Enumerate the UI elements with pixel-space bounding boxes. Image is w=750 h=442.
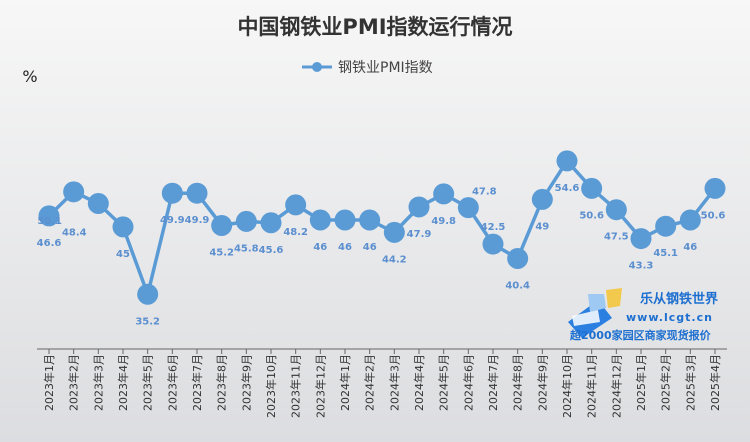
data-point bbox=[186, 182, 208, 204]
watermark-name: 乐从钢铁世界 bbox=[640, 291, 718, 307]
data-label: 44.2 bbox=[382, 254, 407, 265]
data-label: 50.6 bbox=[701, 210, 726, 221]
x-tick-label: 2023年2月 bbox=[67, 354, 81, 411]
x-tick-label: 2024年5月 bbox=[437, 354, 451, 411]
data-label: 45.6 bbox=[259, 245, 284, 256]
data-label: 43.3 bbox=[629, 261, 654, 272]
data-label: 50.1 bbox=[37, 216, 62, 227]
data-point bbox=[531, 188, 553, 210]
x-tick-label: 2023年7月 bbox=[190, 354, 204, 411]
x-tick-label: 2024年4月 bbox=[412, 354, 426, 411]
logo-emblem-icon bbox=[568, 288, 622, 338]
data-point bbox=[359, 209, 381, 231]
x-tick-label: 2025年2月 bbox=[659, 354, 673, 411]
data-point bbox=[211, 215, 233, 236]
data-point bbox=[581, 177, 603, 199]
data-point bbox=[63, 181, 85, 203]
x-tick-label: 2024年1月 bbox=[338, 354, 352, 411]
x-tick-label: 2024年3月 bbox=[387, 354, 401, 411]
x-tick-label: 2023年10月 bbox=[264, 354, 278, 418]
data-label: 50.6 bbox=[579, 210, 604, 221]
data-point bbox=[605, 199, 627, 221]
data-point bbox=[161, 182, 183, 204]
x-tick-label: 2024年8月 bbox=[511, 354, 525, 411]
series-layer: 46.6 50.148.4 45 35.2 49.9 49.9 45.2 45.8 45.6 48… bbox=[37, 150, 726, 327]
data-label: 49 bbox=[535, 221, 549, 232]
data-label: 45.8 bbox=[234, 243, 259, 254]
data-label: 49.9 bbox=[160, 215, 185, 226]
x-tick-label: 2023年5月 bbox=[141, 354, 155, 411]
data-point bbox=[507, 248, 529, 269]
data-point bbox=[457, 197, 479, 219]
x-tick-label: 2025年3月 bbox=[683, 354, 697, 411]
data-label: 47.9 bbox=[407, 229, 432, 240]
data-label: 48.4 bbox=[62, 228, 87, 239]
data-label: 45 bbox=[116, 249, 130, 260]
data-point bbox=[334, 209, 356, 231]
x-tick-label: 2025年1月 bbox=[634, 354, 648, 411]
data-label: 45.1 bbox=[653, 248, 678, 259]
data-label: 40.4 bbox=[505, 281, 530, 292]
data-label: 49.8 bbox=[431, 216, 456, 227]
x-tick-label: 2023年8月 bbox=[215, 354, 229, 411]
data-label: 46 bbox=[683, 242, 697, 253]
data-point bbox=[679, 209, 701, 231]
x-tick-label: 2023年12月 bbox=[313, 354, 327, 418]
data-point bbox=[433, 183, 455, 205]
data-label: 45.2 bbox=[209, 248, 234, 259]
x-tick-label: 2023年6月 bbox=[165, 354, 179, 411]
data-point bbox=[556, 150, 578, 172]
x-tick-label: 2024年6月 bbox=[461, 354, 475, 411]
data-point bbox=[260, 212, 282, 234]
data-label: 46.6 bbox=[37, 238, 62, 249]
x-tick-label: 2024年12月 bbox=[609, 354, 623, 418]
data-point bbox=[309, 209, 331, 231]
data-label: 47.8 bbox=[472, 187, 497, 198]
x-tick-label: 2024年10月 bbox=[560, 354, 574, 418]
x-tick-label: 2023年1月 bbox=[42, 354, 56, 411]
data-label: 54.6 bbox=[555, 183, 580, 194]
x-tick-label: 2023年4月 bbox=[116, 354, 130, 411]
watermark-logo: 乐从钢铁世界 www.lcgt.cn 超2000家园区商家现货报价 bbox=[568, 288, 718, 342]
chart-title: 中国钢铁业PMI指数运行情况 bbox=[237, 15, 512, 39]
x-tick-label: 2024年2月 bbox=[363, 354, 377, 411]
x-tick-label: 2023年3月 bbox=[91, 354, 105, 411]
data-label: 49.9 bbox=[185, 215, 210, 226]
x-tick-label: 2025年4月 bbox=[708, 354, 722, 411]
data-point bbox=[408, 196, 430, 218]
data-label: 46 bbox=[313, 242, 327, 253]
data-label: 35.2 bbox=[135, 316, 160, 327]
data-label: 46 bbox=[363, 242, 377, 253]
x-tick-label: 2024年11月 bbox=[585, 354, 599, 418]
legend: 钢铁业PMI指数 bbox=[302, 60, 433, 76]
data-label: 48.2 bbox=[283, 227, 308, 238]
watermark-slogan: 超2000家园区商家现货报价 bbox=[569, 328, 712, 342]
data-label: 46 bbox=[338, 242, 352, 253]
watermark-url: www.lcgt.cn bbox=[626, 311, 713, 324]
data-label: 47.5 bbox=[604, 232, 629, 243]
data-point bbox=[383, 221, 405, 243]
legend-label: 钢铁业PMI指数 bbox=[338, 60, 433, 76]
data-point bbox=[235, 210, 257, 232]
data-point bbox=[285, 194, 307, 216]
data-point bbox=[137, 283, 159, 305]
x-tick-label: 2024年9月 bbox=[535, 354, 549, 411]
y-axis-unit: % bbox=[22, 67, 37, 86]
data-label: 42.5 bbox=[481, 222, 506, 233]
data-point bbox=[38, 205, 60, 227]
data-point bbox=[112, 216, 134, 238]
data-point bbox=[482, 233, 504, 255]
data-point bbox=[655, 215, 677, 237]
data-point bbox=[704, 177, 726, 199]
x-axis: 2023年1月 2023年2月 2023年3月 2023年4月 2023年5月 2023年… bbox=[37, 348, 727, 418]
legend-marker-icon bbox=[312, 62, 322, 72]
data-point bbox=[87, 193, 109, 214]
x-tick-label: 2023年9月 bbox=[239, 354, 253, 411]
data-point bbox=[630, 228, 652, 250]
x-tick-label: 2023年11月 bbox=[289, 354, 303, 418]
x-tick-label: 2024年7月 bbox=[486, 354, 500, 411]
series-line bbox=[47, 159, 717, 297]
